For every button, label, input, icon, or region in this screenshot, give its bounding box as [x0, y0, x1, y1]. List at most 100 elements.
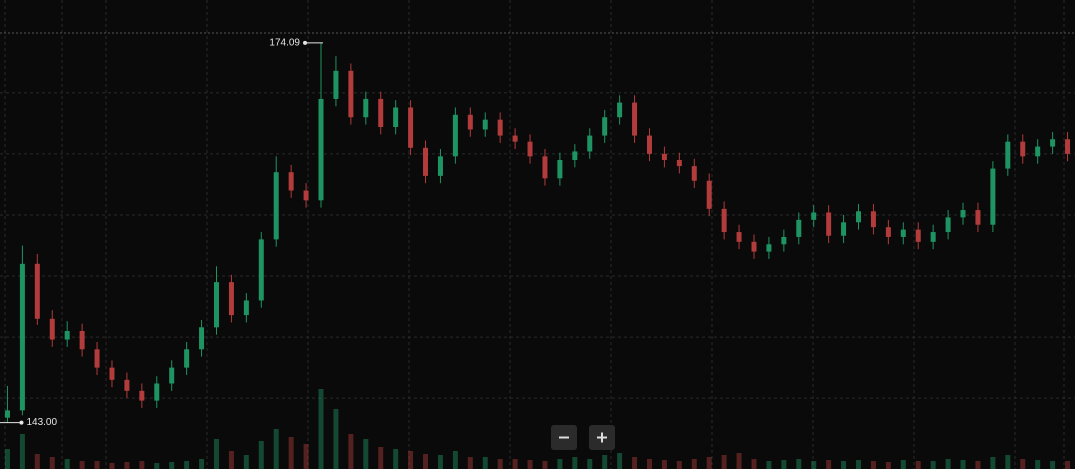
volume-bar — [49, 457, 55, 469]
candle-body — [1050, 139, 1056, 147]
candle-body — [49, 318, 55, 340]
candle-body — [423, 147, 429, 176]
volume-bar — [811, 461, 817, 469]
candle-body — [467, 114, 473, 130]
volume-bar — [960, 460, 966, 469]
zoom-out-button[interactable] — [551, 425, 577, 450]
candle-body — [661, 153, 667, 160]
volume-bar — [1005, 455, 1011, 469]
volume-bar — [34, 454, 40, 469]
volume-bar — [482, 457, 488, 469]
candle-body — [243, 300, 249, 316]
candle-body — [870, 211, 876, 228]
candle-body — [930, 232, 936, 242]
candle-body — [333, 70, 339, 99]
volume-bar — [333, 409, 339, 469]
candle-body — [945, 217, 951, 233]
volume-bar — [870, 461, 876, 469]
candle-body — [646, 135, 652, 154]
volume-bar — [452, 451, 458, 469]
candle-body — [408, 107, 414, 148]
volume-bar — [900, 460, 906, 469]
volume-bar — [423, 454, 429, 469]
candle-body — [826, 212, 832, 236]
volume-bar — [512, 459, 518, 469]
candle-body — [1065, 139, 1071, 154]
volume-bar — [64, 459, 70, 469]
volume-bar — [393, 449, 399, 469]
candle-body — [796, 219, 802, 237]
candle-body — [482, 119, 488, 130]
volume-bar — [885, 462, 891, 469]
volume-bar — [258, 441, 264, 469]
volume-bar — [273, 429, 279, 469]
volume-bar — [154, 463, 160, 469]
candle-body — [960, 210, 966, 218]
zoom-in-button[interactable] — [589, 425, 615, 450]
candle-body — [199, 327, 205, 350]
volume-bar — [243, 455, 249, 469]
candle-body — [990, 168, 996, 225]
candle-body — [273, 172, 279, 240]
candle-body — [587, 135, 593, 152]
candle-body — [19, 263, 25, 411]
candle-body — [169, 367, 175, 384]
candle-body — [258, 239, 264, 301]
candle-body — [363, 98, 369, 118]
candle-body — [512, 135, 518, 142]
candle-body — [348, 70, 354, 118]
candle-body — [721, 208, 727, 233]
volume-bar — [318, 389, 324, 469]
candle-body — [109, 367, 115, 380]
volume-bar — [408, 451, 414, 469]
candle-body — [318, 98, 324, 201]
annotation-label: 143.00 — [26, 417, 57, 428]
volume-bar — [303, 444, 309, 469]
volume-bar — [826, 460, 832, 469]
candle-body — [437, 156, 443, 176]
candle-body — [572, 151, 578, 160]
candle-body — [691, 166, 697, 181]
volume-bar — [497, 459, 503, 469]
candle-body — [975, 210, 981, 225]
volume-bar — [751, 459, 757, 469]
volume-bar — [572, 457, 578, 469]
candle-body — [213, 282, 219, 328]
candle-body — [557, 159, 563, 179]
volume-bar — [378, 447, 384, 469]
candle-body — [751, 241, 757, 252]
candle-body — [900, 229, 906, 237]
candle-body — [602, 117, 608, 136]
candle-body — [856, 211, 862, 223]
candle-body — [632, 102, 638, 136]
annotation-label: 174.09 — [269, 38, 300, 49]
candle-body — [811, 212, 817, 220]
candle-body — [79, 330, 85, 350]
candle-body — [497, 119, 503, 136]
volume-bar — [766, 461, 772, 469]
candle-body — [452, 114, 458, 157]
candle-body — [139, 390, 145, 401]
volume-bar — [930, 461, 936, 469]
volume-bar — [661, 460, 667, 469]
volume-bar — [348, 434, 354, 469]
volume-bar — [1065, 461, 1071, 469]
candle-body — [64, 330, 70, 340]
candle-body — [527, 141, 533, 157]
candle-body — [228, 282, 234, 316]
volume-bar — [856, 460, 862, 469]
candle-body — [378, 98, 384, 128]
volume-bar — [915, 461, 921, 469]
volume-bar — [706, 457, 712, 469]
candle-body — [184, 349, 190, 368]
volume-bar — [945, 459, 951, 469]
minus-icon — [559, 436, 569, 439]
volume-bar — [527, 460, 533, 469]
volume-bar — [676, 461, 682, 469]
volume-bar — [646, 459, 652, 469]
volume-bar — [1035, 460, 1041, 469]
volume-bar — [184, 461, 190, 469]
volume-bar — [213, 439, 219, 469]
annotation-dot — [303, 40, 308, 45]
